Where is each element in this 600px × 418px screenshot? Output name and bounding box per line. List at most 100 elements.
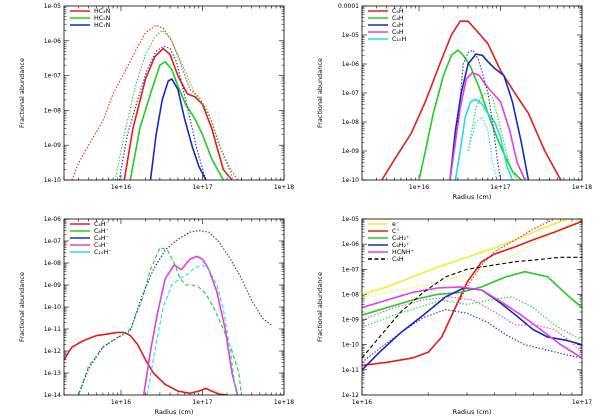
legend-label: C₆H <box>392 15 404 22</box>
series-line <box>362 219 582 298</box>
y-tick-label: 1e-07 <box>44 238 61 245</box>
chart-panel-2: 1e-10 1e-09 1e-08 1e-07 1e-06 1e-05 0.0001 1e+1… <box>316 3 592 201</box>
x-tick-label: 1e+17 <box>192 184 212 191</box>
y-tick-label: 1e-11 <box>44 326 61 333</box>
series-line <box>362 296 582 341</box>
chart-panel-1: 1e-10 1e-09 1e-08 1e-07 1e-06 1e-05 1e+16 1e+17… <box>18 3 294 191</box>
series-line <box>449 71 526 180</box>
y-tick-label: 1e-08 <box>342 291 359 298</box>
plot-frame <box>361 5 583 181</box>
y-tick-label: 1e-06 <box>44 216 61 223</box>
series-line <box>362 219 571 296</box>
legend-label: C₉H⁻ <box>94 242 109 249</box>
y-tick-label: 1e-10 <box>44 177 61 184</box>
y-axis-label: Fractional abundance <box>316 58 324 128</box>
y-tick-label: 1e-10 <box>342 177 359 184</box>
y-tick-label: 1e-09 <box>342 317 359 324</box>
legend-label: C₆H <box>392 256 404 263</box>
x-tick-label: 1e+16 <box>111 184 131 191</box>
legend-label: HC₃N <box>94 8 111 15</box>
y-axis-label: Fractional abundance <box>18 58 26 128</box>
y-tick-label: 1e-09 <box>342 148 359 155</box>
legend-label: e⁻ <box>392 221 399 228</box>
legend-label: C₈H <box>392 22 404 29</box>
legend-label: C⁺ <box>392 228 400 235</box>
series-line <box>441 219 555 338</box>
series-line <box>457 49 502 180</box>
series-line <box>129 60 225 180</box>
plot-frame <box>63 218 285 396</box>
y-tick-label: 1e-05 <box>342 216 359 223</box>
legend-label: C₆H₂⁺ <box>392 242 410 249</box>
series-line <box>71 24 239 180</box>
series-line <box>362 309 582 363</box>
y-tick-label: 1e-08 <box>44 107 61 114</box>
y-tick-label: 1e-07 <box>44 73 61 80</box>
x-tick-label: 1e+17 <box>192 399 212 406</box>
series-line <box>362 287 582 371</box>
series-line <box>418 49 522 180</box>
y-tick-label: 1e-11 <box>342 367 359 374</box>
series-line <box>362 270 582 316</box>
plot-frame <box>63 5 285 181</box>
x-tick-label: 1e+16 <box>409 184 429 191</box>
chart-panel-4: 1e-12 1e-11 1e-10 1e-09 1e-08 1e-07 1e-06 1e-05… <box>316 216 592 416</box>
legend-label: C₉H <box>392 29 404 36</box>
series-line <box>77 247 242 395</box>
y-tick-label: 1e-08 <box>342 119 359 126</box>
x-tick-label: 1e+18 <box>274 399 294 406</box>
legend-label: C₁₀H <box>392 36 406 43</box>
x-axis-label: Radius (cm) <box>453 408 492 416</box>
series-line <box>142 255 239 395</box>
x-tick-label: 1e+17 <box>572 399 592 406</box>
y-tick-label: 1e-06 <box>342 61 359 68</box>
series-line <box>77 229 272 395</box>
y-tick-label: 1e-05 <box>44 3 61 10</box>
series-line <box>64 331 228 395</box>
y-tick-label: 1e-10 <box>44 304 61 311</box>
series-line <box>467 116 498 180</box>
y-tick-label: 1e-13 <box>44 370 61 377</box>
y-tick-label: 1e-14 <box>44 392 61 399</box>
legend-label: C₄H₂⁺ <box>392 235 410 242</box>
legend-label: C₆H⁻ <box>94 228 109 235</box>
x-axis-label: Radius (cm) <box>155 408 194 416</box>
legend-label: HC₅N <box>94 15 111 22</box>
y-tick-label: 1e-12 <box>342 392 359 399</box>
series-line <box>149 78 207 180</box>
y-tick-label: 1e-06 <box>342 241 359 248</box>
x-axis-label: Radius (cm) <box>453 193 492 201</box>
chart-panel-3: 1e-14 1e-13 1e-12 1e-11 1e-10 1e-09 1e-08 1e-07… <box>18 216 294 416</box>
x-tick-label: 1e+17 <box>490 184 510 191</box>
legend-label: C₄H⁻ <box>94 221 109 228</box>
y-axis-label: Fractional abundance <box>18 272 26 342</box>
series-line <box>381 20 562 180</box>
y-tick-label: 1e-08 <box>44 260 61 267</box>
x-tick-label: 1e+16 <box>111 399 131 406</box>
x-tick-label: 1e+18 <box>572 184 592 191</box>
y-tick-label: 1e-09 <box>44 282 61 289</box>
y-tick-label: 1e-12 <box>44 348 61 355</box>
x-tick-label: 1e+18 <box>274 184 294 191</box>
y-tick-label: 0.0001 <box>338 3 359 10</box>
legend-label: C₄H <box>392 8 404 15</box>
y-tick-label: 1e-07 <box>342 90 359 97</box>
y-tick-label: 1e-09 <box>44 142 61 149</box>
series-line <box>454 98 514 180</box>
series-line <box>123 47 233 180</box>
legend-label: HCNH⁺ <box>392 249 414 256</box>
series-line <box>362 220 582 367</box>
legend-label: HC₇N <box>94 22 111 29</box>
y-tick-label: 1e-06 <box>44 38 61 45</box>
y-tick-label: 1e-07 <box>342 266 359 273</box>
legend-label: C₈H⁻ <box>94 235 109 242</box>
legend-label: C₁₀H⁻ <box>94 249 112 256</box>
series-line <box>362 286 582 359</box>
series-line <box>114 29 235 180</box>
plot-frame <box>361 218 583 396</box>
x-tick-label: 1e+16 <box>352 399 372 406</box>
series-line <box>118 45 207 180</box>
series-line <box>467 92 518 180</box>
y-tick-label: 1e-05 <box>342 32 359 39</box>
